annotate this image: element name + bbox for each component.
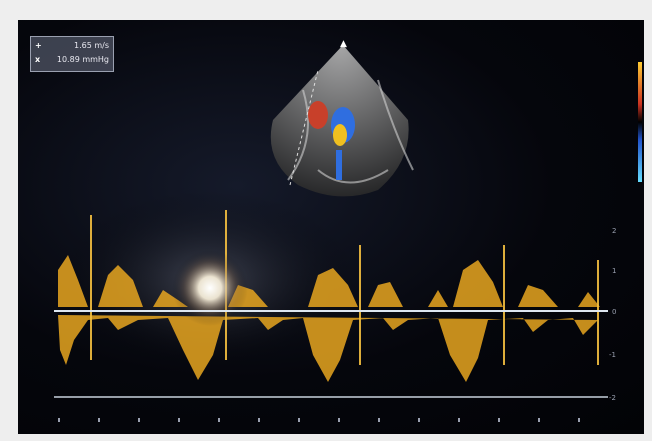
readout-velocity-value: 1.65 m/s (73, 41, 109, 50)
ultrasound-image: ▲ (54, 39, 616, 422)
velocity-scale-label: 2 (612, 227, 616, 235)
color-flow-red (308, 101, 328, 129)
ultrasound-screen: + 1.65 m/s x 10.89 mmHg (18, 20, 644, 434)
time-ticks (58, 418, 580, 422)
readout-row-velocity: + 1.65 m/s (35, 39, 109, 53)
velocity-scale-label: 0 (612, 308, 616, 316)
color-scale-bar (638, 62, 642, 182)
velocity-scale-label: 1 (612, 267, 616, 275)
velocity-scale-label: -2 (609, 394, 616, 402)
velocity-scale-label: -1 (609, 351, 616, 359)
screen-glare (172, 250, 248, 326)
readout-row-gradient: x 10.89 mmHg (35, 53, 109, 67)
color-flow-yellow (333, 124, 347, 146)
sector-marker: ▲ (340, 39, 347, 49)
readout-marker-plus: + (35, 41, 42, 50)
readout-gradient-value: 10.89 mmHg (56, 55, 109, 64)
echo-sector-view: ▲ (270, 39, 414, 197)
measurement-readout: + 1.65 m/s x 10.89 mmHg (30, 36, 114, 72)
doppler-spectrum (58, 210, 600, 382)
readout-marker-x: x (35, 55, 41, 64)
doppler-cursor-line (289, 69, 319, 186)
